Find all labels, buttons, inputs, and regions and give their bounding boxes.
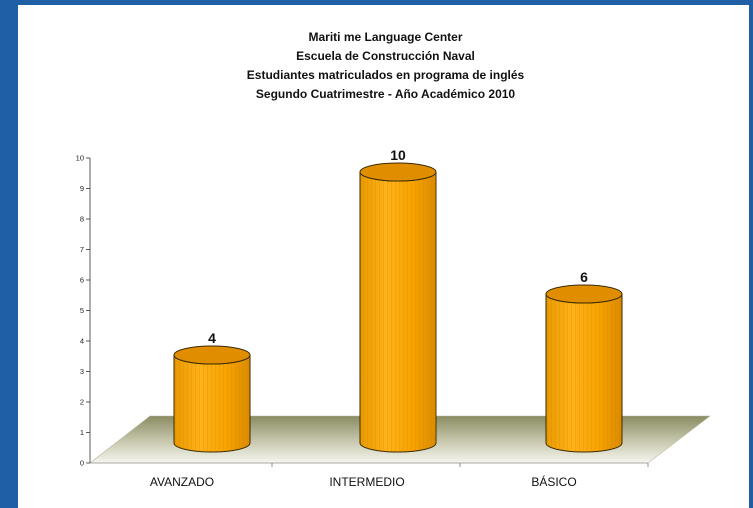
bar-top: [359, 162, 437, 182]
y-tick-label: 4: [80, 337, 84, 346]
y-tick-label: 7: [80, 245, 84, 254]
bar: [545, 284, 623, 453]
y-tick-label: 10: [76, 154, 84, 163]
x-category-label: BÁSICO: [531, 474, 576, 489]
y-tick-label: 0: [80, 459, 84, 468]
data-label: 6: [580, 269, 588, 285]
data-label: 4: [208, 330, 216, 346]
bar: [173, 345, 251, 453]
bar-texture: [174, 355, 250, 452]
bar-top: [173, 345, 251, 365]
chart-title: Mariti me Language Center Escuela de Con…: [18, 28, 753, 104]
title-line-3: Estudiantes matriculados en programa de …: [246, 68, 525, 82]
bar-top: [545, 284, 623, 304]
y-tick-label: 1: [80, 428, 84, 437]
title-line-2: Escuela de Construcción Naval: [296, 49, 475, 63]
x-category-label: AVANZADO: [150, 475, 214, 489]
x-category-label: INTERMEDIO: [329, 475, 404, 489]
data-label: 10: [390, 147, 406, 163]
y-tick-label: 5: [80, 306, 84, 315]
bar-texture: [360, 172, 436, 452]
y-tick-label: 3: [80, 367, 84, 376]
y-tick-label: 2: [80, 398, 84, 407]
bar: [359, 162, 437, 453]
y-tick-label: 6: [80, 276, 84, 285]
title-line-4: Segundo Cuatrimestre - Año Académico 201…: [255, 87, 516, 101]
bar-texture: [546, 294, 622, 452]
y-tick-label: 8: [80, 215, 84, 224]
y-tick-label: 9: [80, 184, 84, 193]
title-line-1: Mariti me Language Center: [308, 30, 463, 44]
